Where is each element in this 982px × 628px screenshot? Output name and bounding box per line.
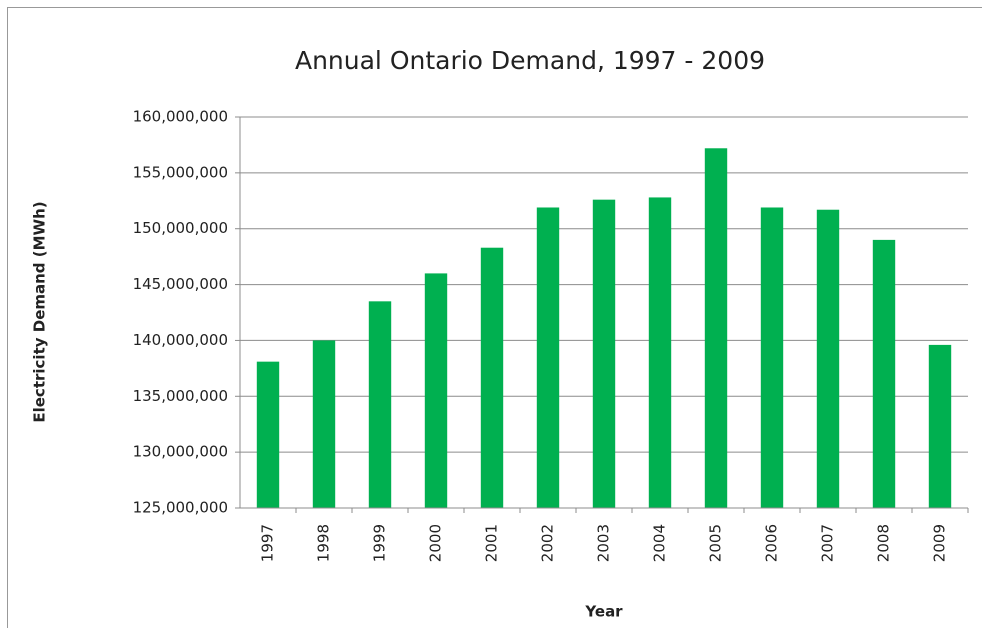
y-tick-label: 150,000,000 xyxy=(133,219,228,237)
x-tick-label: 2009 xyxy=(931,524,949,562)
bar xyxy=(256,361,280,508)
bar xyxy=(648,197,672,509)
x-tick-label: 1999 xyxy=(371,524,389,562)
y-axis-title: Electricity Demand (MWh) xyxy=(31,201,49,422)
x-tick-label: 2006 xyxy=(763,524,781,562)
y-tick-label: 135,000,000 xyxy=(133,387,228,405)
x-tick-label: 1997 xyxy=(259,524,277,562)
x-tick-label: 2000 xyxy=(427,524,445,562)
bar xyxy=(816,209,840,509)
bar xyxy=(872,239,896,508)
chart-title: Annual Ontario Demand, 1997 - 2009 xyxy=(295,46,765,75)
x-tick-label: 2002 xyxy=(539,524,557,562)
y-tick-label: 155,000,000 xyxy=(133,163,228,181)
x-tick-label: 2007 xyxy=(819,524,837,562)
x-tick-label: 2005 xyxy=(707,524,725,562)
bar xyxy=(480,247,504,508)
x-tick-label: 2003 xyxy=(595,524,613,562)
x-tick-label: 2001 xyxy=(483,524,501,562)
bar xyxy=(928,344,952,508)
bar xyxy=(424,273,448,508)
bar xyxy=(592,199,616,508)
y-tick-label: 145,000,000 xyxy=(133,275,228,293)
bar xyxy=(368,301,392,508)
x-tick-label: 2008 xyxy=(875,524,893,562)
bar xyxy=(704,148,728,508)
x-tick-label: 1998 xyxy=(315,524,333,562)
y-tick-label: 140,000,000 xyxy=(133,331,228,349)
y-tick-label: 125,000,000 xyxy=(133,499,228,517)
bar xyxy=(536,207,560,508)
x-tick-label: 2004 xyxy=(651,524,669,562)
bar xyxy=(312,340,336,508)
y-tick-label: 130,000,000 xyxy=(133,443,228,461)
y-tick-label: 160,000,000 xyxy=(133,108,228,126)
x-axis-title: Year xyxy=(584,603,623,621)
bar xyxy=(760,207,784,508)
